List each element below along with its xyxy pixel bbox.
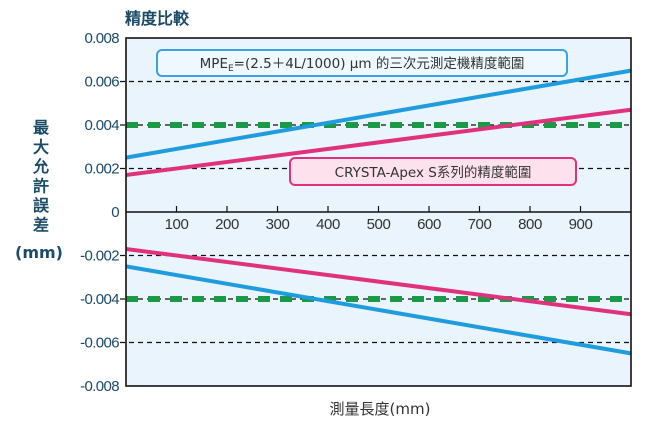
y-tick-label: -0.002 — [80, 248, 119, 265]
series-line — [125, 107, 632, 178]
chart-title: 精度比較 — [125, 9, 190, 28]
x-tick-label: 700 — [468, 216, 492, 233]
y-axis-label-unit: (mm) — [15, 243, 63, 262]
y-axis-label-char: 差 — [33, 216, 49, 235]
cmm-precision-annotation: MPEE=(2.5＋4L/1000) μm 的三次元測定機精度範圍 — [156, 49, 568, 77]
x-tick-label: 600 — [417, 216, 441, 233]
apex-annotation-text: CRYSTA-Apex S系列的精度範圍 — [335, 165, 532, 181]
y-tick-label: 0.002 — [84, 161, 119, 178]
y-tick-label: -0.004 — [80, 291, 119, 308]
series-line — [125, 264, 632, 356]
y-tick-label: 0.006 — [84, 74, 119, 91]
cmm-annotation-text: MPEE=(2.5＋4L/1000) μm 的三次元測定機精度範圍 — [200, 56, 525, 74]
y-axis-label-char: 大 — [33, 138, 49, 157]
cmm-annotation-box — [156, 49, 568, 77]
x-tick-label: 800 — [518, 216, 542, 233]
y-axis-ticks: 0.008 0.006 0.004 0.002 0 -0.002 -0.004 -0.006 -… — [80, 30, 120, 395]
x-tick-label: 100 — [165, 216, 189, 233]
x-axis: 100 200 300 400 500 600 700 800 900 — [126, 206, 631, 233]
x-tick-label: 500 — [367, 216, 391, 233]
y-axis-label-char: 許 — [33, 177, 49, 196]
y-tick-label: -0.006 — [80, 335, 119, 352]
y-tick-label: 0 — [111, 204, 119, 221]
apex-precision-annotation: CRYSTA-Apex S系列的精度範圍 — [289, 157, 577, 186]
series-line — [125, 246, 632, 317]
y-axis-label-char: 誤 — [33, 196, 50, 215]
y-tick-label: 0.008 — [84, 30, 119, 47]
x-tick-label: 300 — [266, 216, 290, 233]
x-tick-label: 200 — [215, 216, 239, 233]
x-tick-label: 900 — [569, 216, 593, 233]
x-axis-label: 測量長度(mm) — [330, 400, 431, 418]
series-line — [125, 68, 632, 160]
y-tick-label: -0.008 — [80, 378, 119, 395]
x-tick-label: 400 — [316, 216, 340, 233]
series-lines — [125, 68, 632, 356]
reference-lines — [126, 122, 631, 302]
y-axis-label-char: 允 — [32, 157, 49, 176]
plot-border — [125, 37, 632, 387]
apex-annotation-box — [289, 157, 577, 186]
y-axis-label-char: 最 — [33, 118, 50, 137]
y-tick-label: 0.004 — [84, 117, 119, 134]
